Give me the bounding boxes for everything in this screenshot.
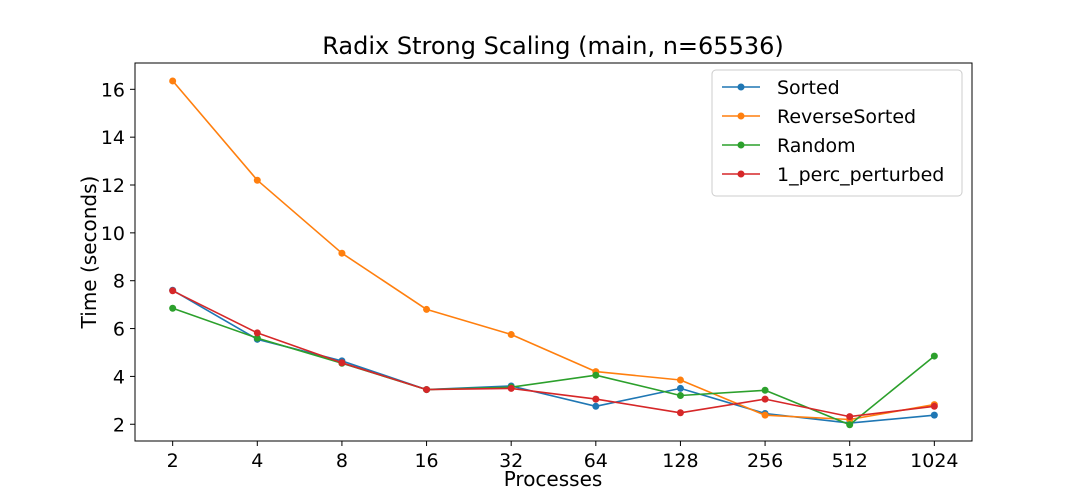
x-tick-label: 1024 bbox=[910, 450, 958, 472]
x-tick-label: 128 bbox=[662, 450, 698, 472]
x-axis-label: Processes bbox=[504, 467, 603, 491]
data-point-sorted bbox=[592, 402, 600, 410]
x-tick-label: 4 bbox=[251, 450, 263, 472]
data-point-1-perc-perturbed bbox=[676, 409, 684, 417]
x-tick-label: 32 bbox=[499, 450, 523, 472]
data-point-1-perc-perturbed bbox=[592, 395, 600, 403]
data-point-reversesorted bbox=[507, 331, 515, 339]
y-axis-label: Time (seconds) bbox=[77, 176, 101, 330]
x-tick-label: 512 bbox=[832, 450, 868, 472]
series-line-reversesorted bbox=[172, 80, 935, 421]
data-point-reversesorted bbox=[676, 376, 684, 384]
data-point-1-perc-perturbed bbox=[507, 384, 515, 392]
x-tick-label: 64 bbox=[584, 450, 608, 472]
data-point-1-perc-perturbed bbox=[761, 395, 769, 403]
y-tick-label: 16 bbox=[101, 79, 125, 101]
data-point-random bbox=[846, 421, 854, 429]
legend-marker-reversesorted bbox=[737, 112, 745, 120]
y-tick-label: 8 bbox=[113, 271, 125, 293]
series-line-1-perc-perturbed bbox=[172, 290, 935, 418]
data-point-1-perc-perturbed bbox=[169, 287, 177, 295]
y-tick-label: 6 bbox=[113, 319, 125, 341]
x-tick-label: 16 bbox=[414, 450, 438, 472]
legend-marker-1-perc-perturbed bbox=[737, 170, 745, 178]
data-point-random bbox=[253, 334, 261, 342]
x-tick-label: 8 bbox=[336, 450, 348, 472]
legend-label-reversesorted: ReverseSorted bbox=[777, 106, 916, 128]
y-tick-label: 4 bbox=[113, 366, 125, 388]
data-point-reversesorted bbox=[761, 411, 769, 419]
data-point-random bbox=[592, 371, 600, 379]
legend: Sorted ReverseSorted Random 1_perc_perturbe… bbox=[711, 69, 963, 197]
x-tick-label: 256 bbox=[747, 450, 783, 472]
data-point-1-perc-perturbed bbox=[253, 329, 261, 337]
plot-frame bbox=[134, 62, 973, 442]
y-tick-label: 12 bbox=[101, 175, 125, 197]
legend-marker-random bbox=[737, 141, 745, 149]
data-point-random bbox=[761, 386, 769, 394]
legend-label-1-perc-perturbed: 1_perc_perturbed bbox=[777, 164, 944, 186]
legend-marker-sorted bbox=[737, 83, 745, 91]
x-tick-label: 2 bbox=[167, 450, 179, 472]
chart-title: Radix Strong Scaling (main, n=65536) bbox=[322, 32, 784, 60]
legend-label-random: Random bbox=[777, 135, 856, 157]
y-tick-label: 2 bbox=[113, 414, 125, 436]
data-point-1-perc-perturbed bbox=[846, 413, 854, 421]
data-point-reversesorted bbox=[253, 176, 261, 184]
data-point-random bbox=[676, 392, 684, 400]
data-point-random bbox=[930, 352, 938, 360]
data-point-reversesorted bbox=[338, 249, 346, 257]
data-point-sorted bbox=[930, 411, 938, 419]
data-point-1-perc-perturbed bbox=[930, 402, 938, 410]
data-point-reversesorted bbox=[423, 305, 431, 313]
plot-area: 2 4 8 16 32 64 128 256 512 1024 2 4 6 8 10 12 14 16 bbox=[101, 62, 973, 472]
data-point-1-perc-perturbed bbox=[338, 359, 346, 367]
data-point-reversesorted bbox=[169, 77, 177, 85]
data-point-1-perc-perturbed bbox=[423, 386, 431, 394]
data-point-random bbox=[169, 304, 177, 312]
legend-label-sorted: Sorted bbox=[777, 77, 840, 99]
y-tick-label: 10 bbox=[101, 223, 125, 245]
data-point-sorted bbox=[676, 384, 684, 392]
y-tick-label: 14 bbox=[101, 127, 125, 149]
legend-frame bbox=[711, 69, 963, 197]
